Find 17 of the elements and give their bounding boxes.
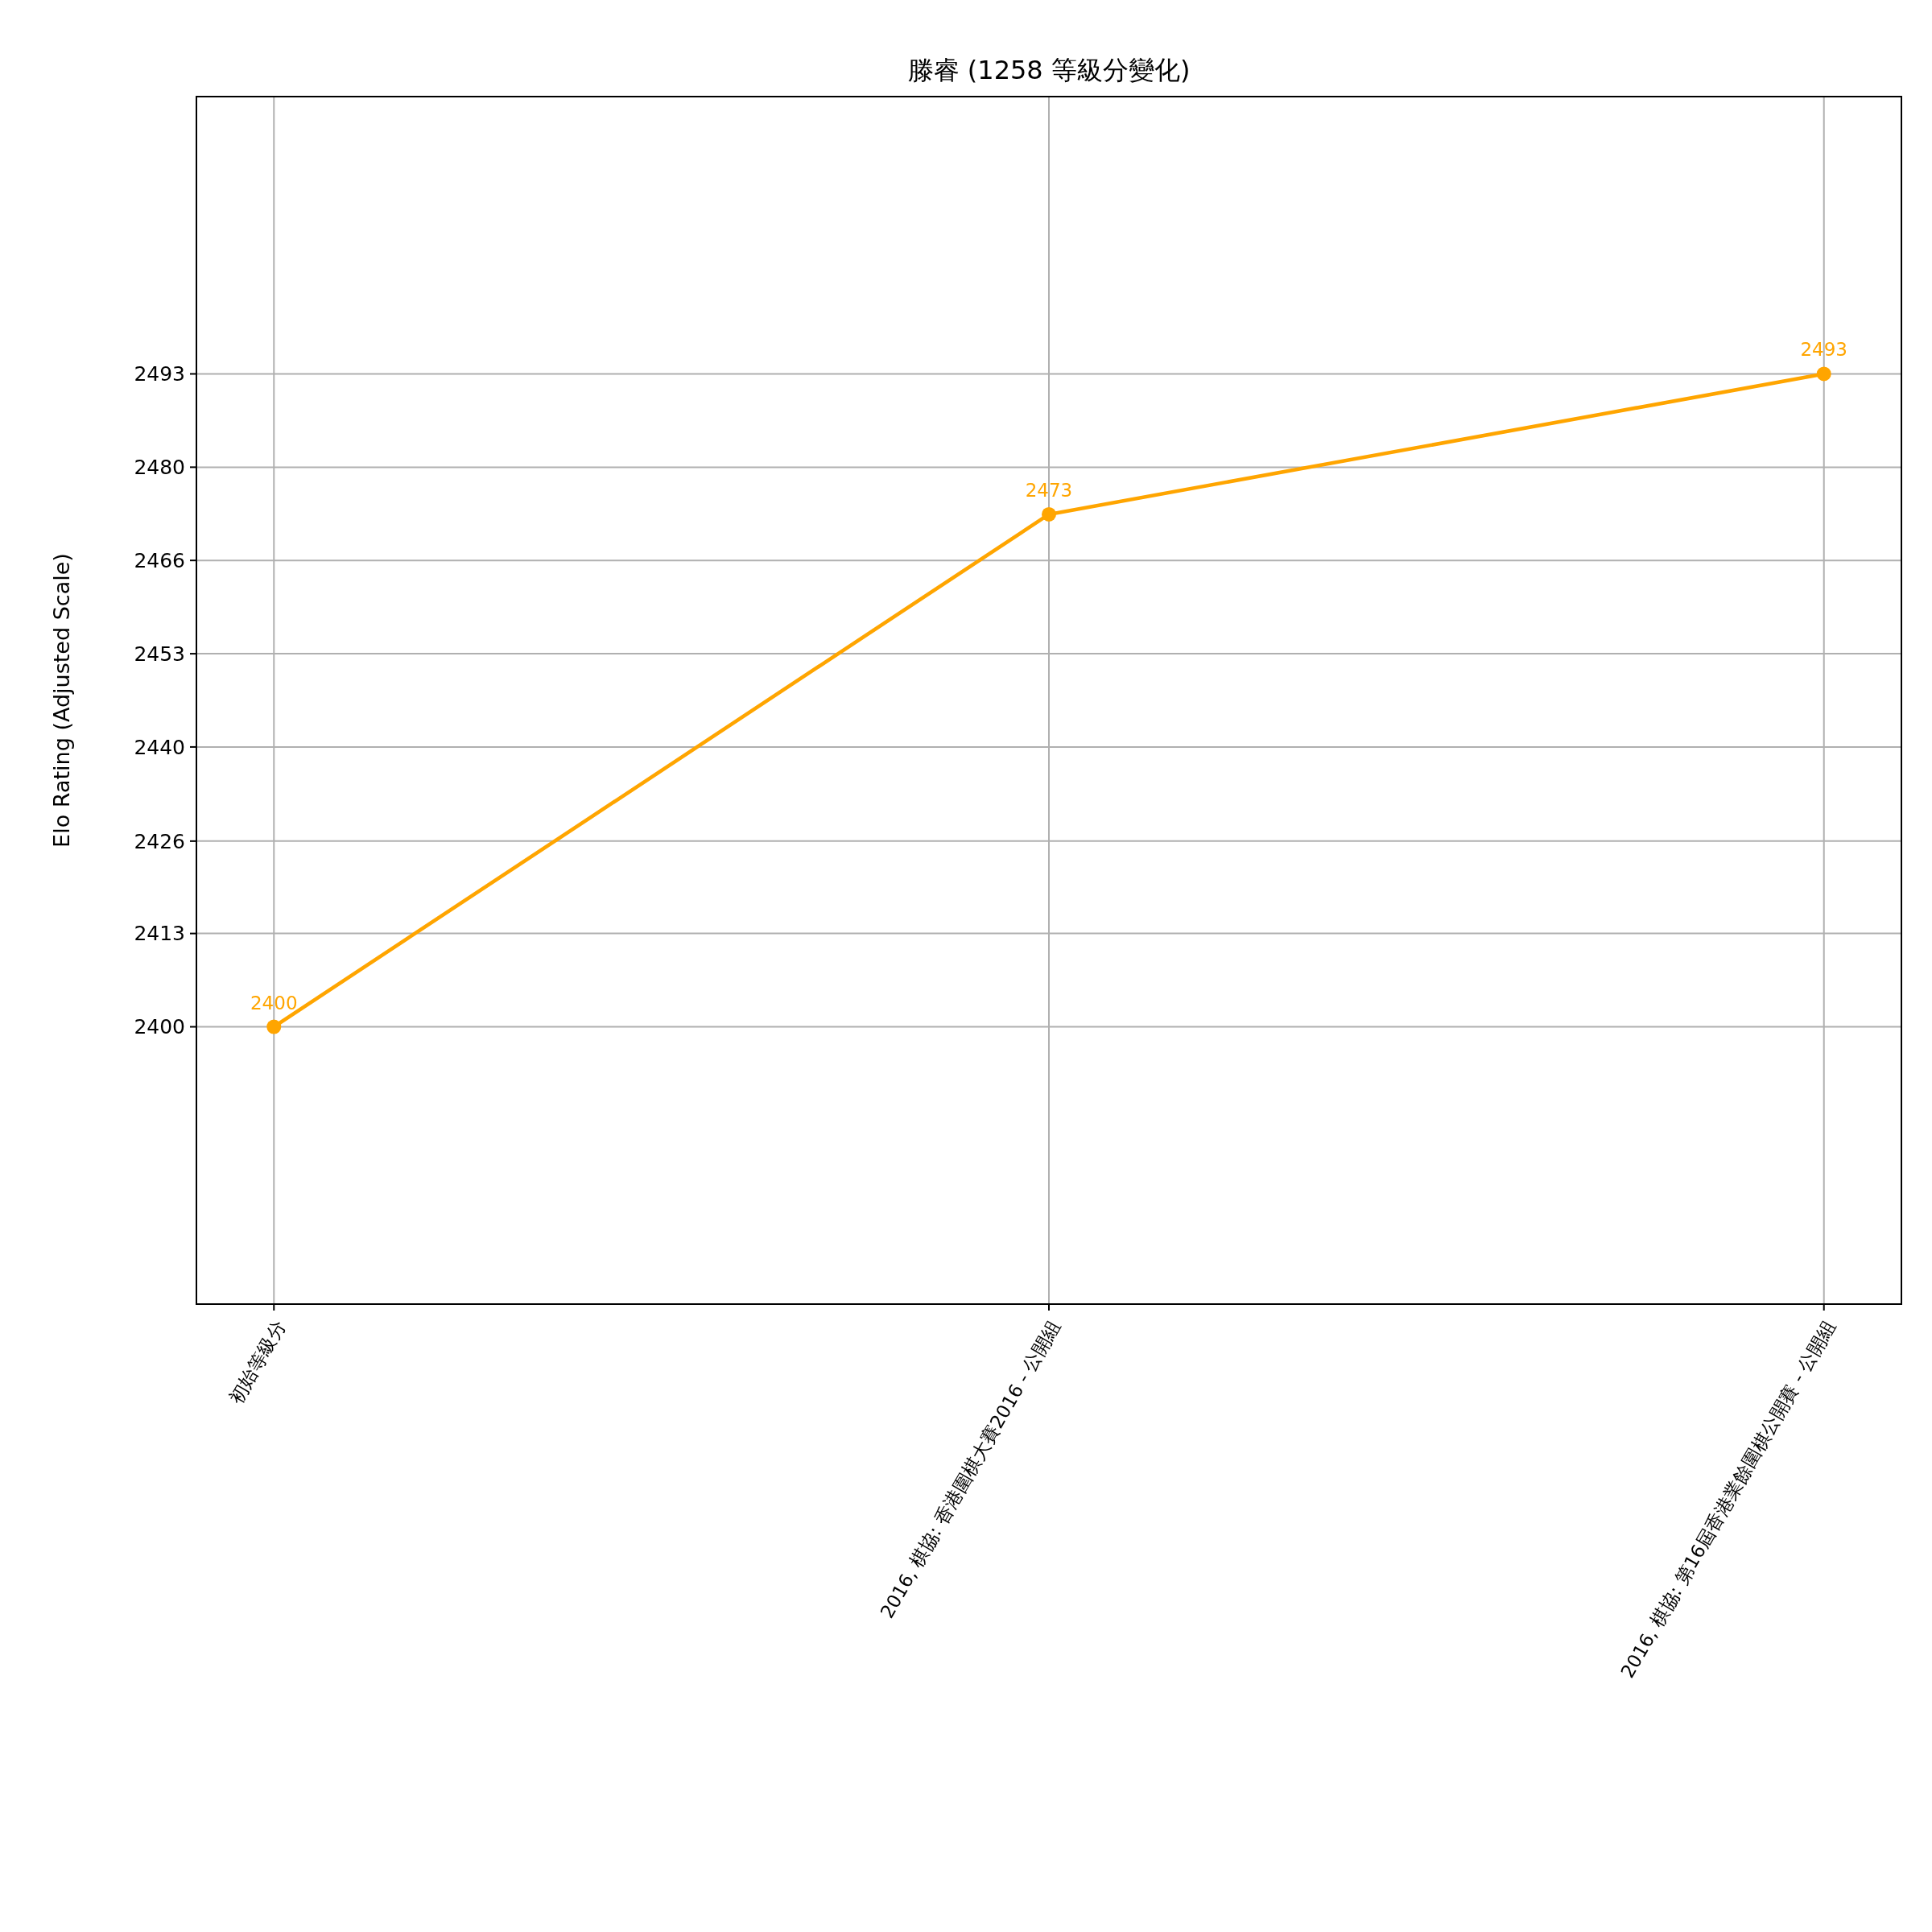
point [266,1019,282,1034]
y-tick-label: 2440 [134,735,185,759]
point [1816,366,1831,382]
y-tick-label: 2453 [134,642,185,666]
y-tick-label: 2426 [134,829,185,853]
data-label: 2400 [250,992,298,1013]
y-tick-label: 2400 [134,1015,185,1039]
y-tick-label: 2480 [134,456,185,480]
point [1042,506,1056,522]
y-axis-title: Elo Rating (Adjusted Scale) [49,553,74,848]
data-label: 2473 [1025,479,1073,501]
y-tick-label: 2493 [134,362,185,386]
x-tick-label: 初始等級分 [225,1316,290,1408]
data-label: 2493 [1800,339,1847,361]
y-tick-label: 2413 [134,922,185,946]
y-tick-label: 2466 [134,548,185,572]
chart-title: 滕睿 (1258 等級分變化) [907,55,1191,85]
